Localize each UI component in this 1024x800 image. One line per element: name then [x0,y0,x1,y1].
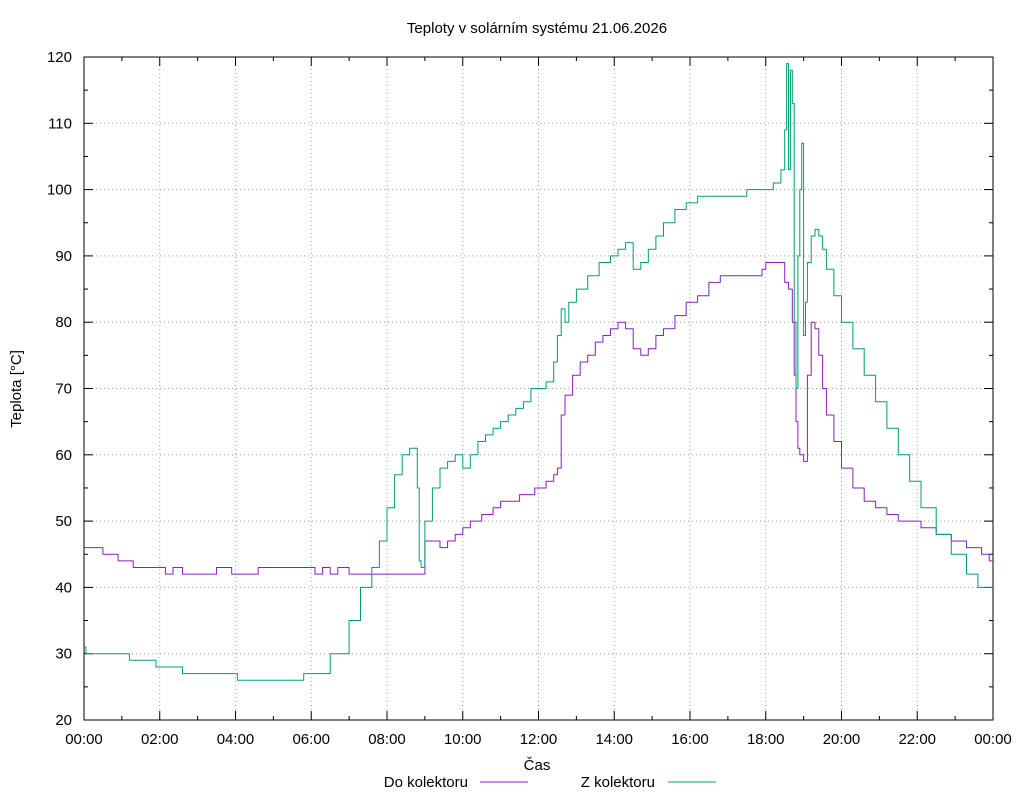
legend-label-z-kolektoru: Z kolektoru [581,774,655,791]
x-tick-label: 20:00 [823,731,861,748]
y-tick-label: 60 [55,447,72,464]
x-tick-label: 16:00 [671,731,709,748]
x-tick-label: 18:00 [747,731,785,748]
y-tick-label: 90 [55,248,72,265]
y-tick-label: 100 [47,182,72,199]
x-tick-label: 08:00 [368,731,406,748]
x-axis-tick-labels: 00:00 02:00 04:00 06:00 08:00 10:00 12:00 14:00… [65,731,1012,748]
x-tick-label: 06:00 [292,731,330,748]
y-axis-label: Teplota [°C] [8,350,25,428]
y-tick-label: 80 [55,314,72,331]
y-tick-label: 40 [55,579,72,596]
x-tick-label: 04:00 [217,731,255,748]
series-lines [84,63,993,681]
x-tick-label: 02:00 [141,731,179,748]
grid-lines [84,57,993,720]
y-tick-label: 110 [48,115,72,132]
x-tick-label: 14:00 [595,731,633,748]
legend: Do kolektoru Z kolektoru [384,774,716,791]
legend-label-do-kolektoru: Do kolektoru [384,774,468,791]
y-tick-label: 50 [55,513,72,530]
series-line-do-kolektoru [84,262,993,575]
axis-ticks [83,56,994,721]
chart-title: Teploty v solárním systému 21.06.2026 [407,20,667,37]
x-tick-label: 00:00 [974,731,1012,748]
y-axis-tick-labels: 20 30 40 50 60 70 80 90 100 110 120 [47,49,72,729]
series-line-z-kolektoru [84,63,993,681]
x-tick-label: 22:00 [898,731,936,748]
x-tick-label: 00:00 [65,731,103,748]
x-axis-label: Čas [524,757,551,774]
x-tick-label: 12:00 [520,731,558,748]
y-tick-label: 30 [55,646,72,663]
y-tick-label: 70 [55,381,72,398]
y-tick-label: 120 [47,49,72,66]
x-tick-label: 10:00 [444,731,482,748]
y-tick-label: 20 [55,712,72,729]
